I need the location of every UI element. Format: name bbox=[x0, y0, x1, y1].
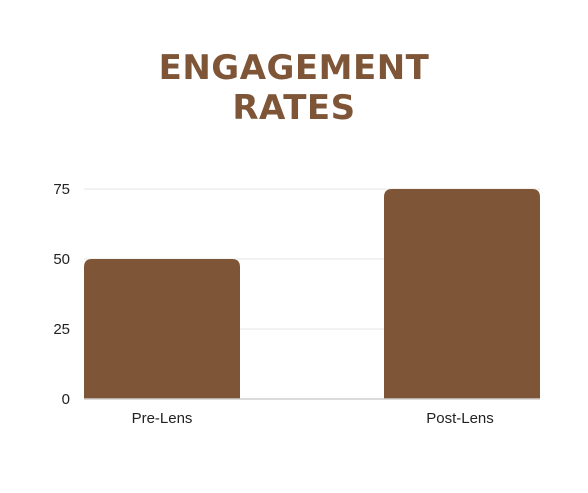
chart-title-line-1: ENGAGEMENT bbox=[158, 48, 430, 88]
bars bbox=[84, 189, 540, 399]
y-tick-label: 75 bbox=[53, 181, 70, 198]
chart-title-line-2: RATES bbox=[232, 88, 356, 128]
x-axis-category-labels: Pre-Lens Post-Lens bbox=[132, 410, 494, 427]
chart-title: ENGAGEMENT RATES bbox=[0, 48, 588, 128]
y-tick-label: 0 bbox=[62, 391, 70, 408]
x-category-label: Post-Lens bbox=[426, 410, 494, 427]
y-tick-label: 50 bbox=[53, 251, 70, 268]
y-tick-label: 25 bbox=[53, 321, 70, 338]
bar-pre-lens bbox=[84, 259, 240, 399]
x-category-label: Pre-Lens bbox=[132, 410, 193, 427]
y-axis-tick-labels: 0 25 50 75 bbox=[53, 181, 70, 408]
bar-post-lens bbox=[384, 189, 540, 399]
